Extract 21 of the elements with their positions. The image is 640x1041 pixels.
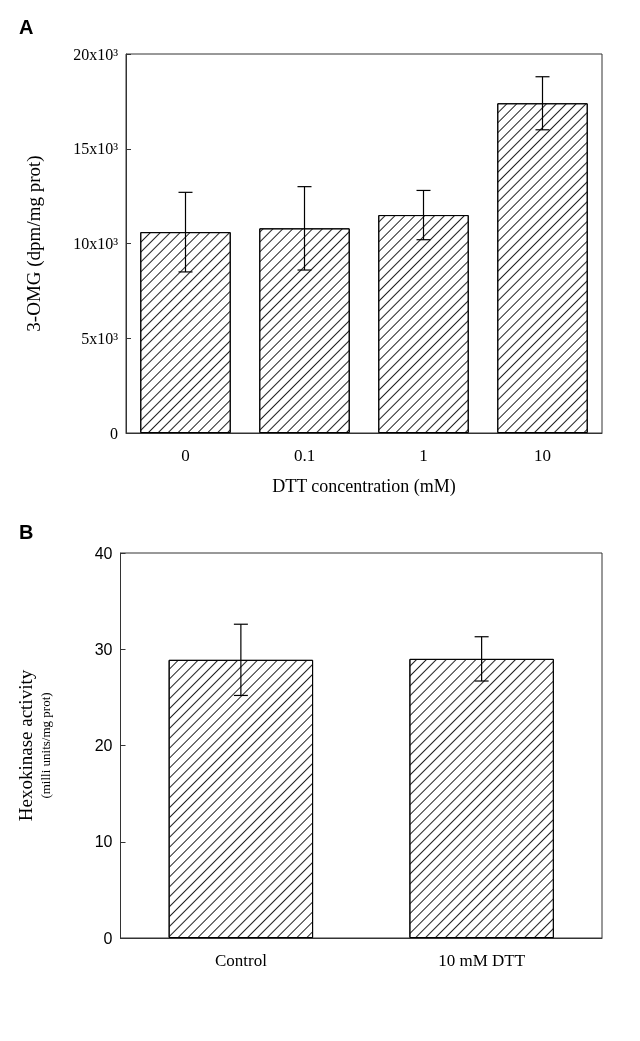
x-tick-label: Control bbox=[214, 951, 268, 970]
y-tick-label: 30 bbox=[94, 640, 113, 658]
y-tick-label: 0 bbox=[110, 424, 118, 442]
chart-title: B bbox=[19, 521, 34, 543]
y-tick-label: 15x10³ bbox=[73, 140, 119, 158]
y-tick-label: 10x10³ bbox=[73, 235, 119, 252]
y-tick-label: 20 bbox=[94, 737, 113, 754]
x-tick-label: 10 mM DTT bbox=[438, 951, 526, 970]
y-tick-label: 20x10³ bbox=[73, 45, 119, 63]
chart-title: A bbox=[19, 16, 34, 38]
y-tick-label: 10 bbox=[94, 833, 113, 851]
x-tick-label: 0.1 bbox=[293, 446, 316, 465]
x-tick-label: 0 bbox=[181, 446, 190, 465]
x-axis-title: DTT concentration (mM) bbox=[272, 476, 456, 497]
x-tick-label: 1 bbox=[419, 446, 428, 465]
x-tick-label: 10 bbox=[534, 446, 551, 465]
y-axis-title: Hexokinase activity (milli units/mg prot) bbox=[15, 669, 53, 822]
y-tick-label: 0 bbox=[103, 929, 113, 947]
y-tick-label: 40 bbox=[94, 544, 113, 562]
y-tick-label: 5x10³ bbox=[81, 329, 119, 347]
y-axis-title: 3-OMG (dpm/mg prot) bbox=[22, 155, 45, 332]
